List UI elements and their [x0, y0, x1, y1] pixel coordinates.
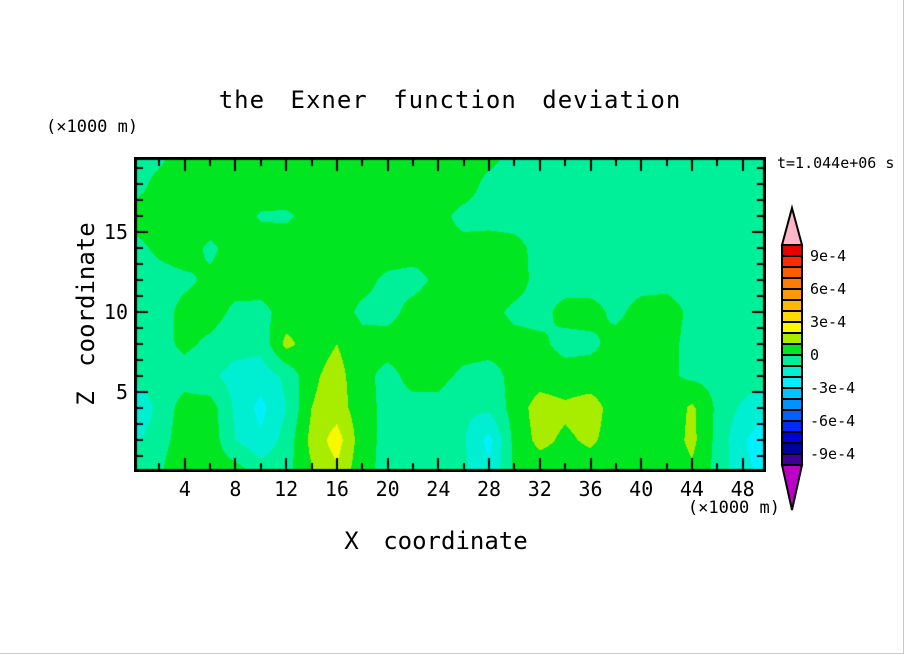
colorbar-segment	[781, 409, 803, 422]
colorbar-segment	[781, 332, 803, 345]
colorbar-segment	[781, 288, 803, 301]
colorbar-segment	[781, 255, 803, 268]
colorbar-bottom-arrow	[780, 464, 804, 511]
time-annotation: t=1.044e+06 s	[777, 154, 895, 172]
x-tick-label: 4	[178, 477, 191, 501]
x-tick-label: 16	[324, 477, 349, 501]
colorbar-segment	[781, 299, 803, 312]
x-tick-label: 40	[629, 477, 654, 501]
colorbar-segment	[781, 387, 803, 400]
x-axis-title: X coordinate	[344, 527, 528, 555]
colorbar-label: 0	[810, 346, 819, 364]
colorbar-segment	[781, 420, 803, 433]
colorbar-segment	[781, 453, 803, 466]
x-tick-label: 32	[527, 477, 552, 501]
colorbar-label: 9e-4	[810, 247, 846, 265]
colorbar-segment	[781, 398, 803, 411]
colorbar: 9e-4 6e-4 3e-4 0 -3e-4 -6e-4 -9e-4	[780, 204, 855, 511]
z-tick-label: 5	[115, 380, 128, 405]
x-tick-label: 36	[578, 477, 603, 501]
colorbar-label: -6e-4	[810, 412, 855, 430]
x-tick-label: 28	[477, 477, 502, 501]
colorbar-segment	[781, 244, 803, 257]
colorbar-top-arrow	[780, 204, 804, 246]
colorbar-segment	[781, 321, 803, 334]
z-tick-label: 15	[103, 220, 128, 245]
x-tick-label: 24	[426, 477, 451, 501]
x-tick-label: 44	[679, 477, 704, 501]
colorbar-segment	[781, 310, 803, 323]
colorbar-label: 3e-4	[810, 313, 846, 331]
x-tick-label: 12	[274, 477, 299, 501]
z-axis-unit-label: (×1000 m)	[46, 117, 139, 137]
colorbar-segment	[781, 442, 803, 455]
colorbar-label: -3e-4	[810, 379, 855, 397]
x-axis-unit-label: (×1000 m)	[687, 498, 780, 518]
colorbar-segment	[781, 343, 803, 356]
x-tick-label: 8	[229, 477, 242, 501]
z-tick-label: 10	[103, 300, 128, 325]
colorbar-segment	[781, 376, 803, 389]
colorbar-segment	[781, 365, 803, 378]
colorbar-segment	[781, 431, 803, 444]
colorbar-segment	[781, 266, 803, 279]
x-tick-label: 48	[730, 477, 755, 501]
contour-plot	[134, 157, 766, 472]
x-tick-label: 20	[375, 477, 400, 501]
chart-title: the Exner function deviation	[218, 86, 682, 114]
colorbar-segment	[781, 354, 803, 367]
colorbar-segment	[781, 277, 803, 290]
colorbar-label: 6e-4	[810, 280, 846, 298]
colorbar-label: -9e-4	[810, 445, 855, 463]
